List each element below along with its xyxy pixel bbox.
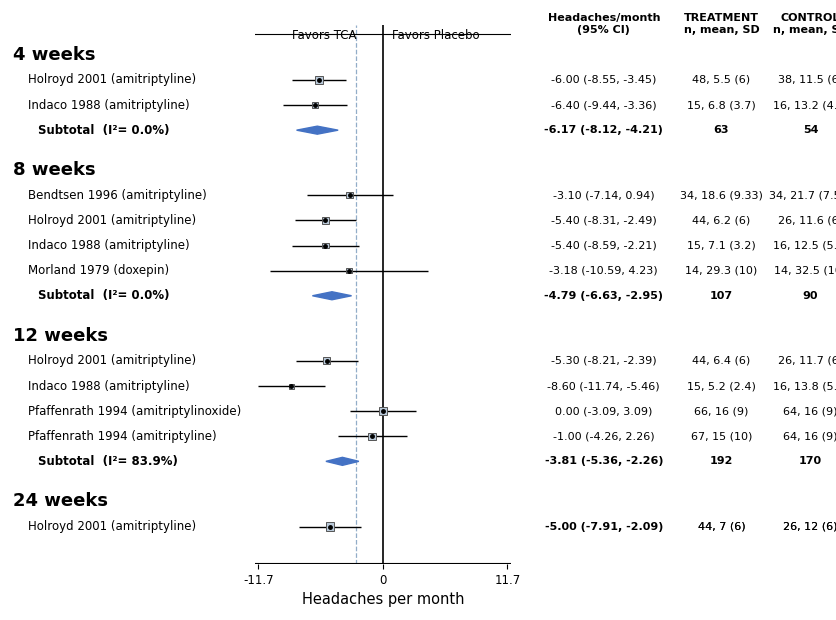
Bar	[368, 433, 375, 440]
Text: Holroyd 2001 (amitriptyline): Holroyd 2001 (amitriptyline)	[28, 214, 196, 227]
Polygon shape	[312, 292, 351, 299]
Text: CONTROL
n, mean, SD: CONTROL n, mean, SD	[772, 13, 836, 35]
Text: 15, 5.2 (2.4): 15, 5.2 (2.4)	[686, 381, 755, 391]
Text: 34, 18.6 (9.33): 34, 18.6 (9.33)	[679, 190, 762, 200]
Text: 38, 11.5 (6): 38, 11.5 (6)	[777, 75, 836, 85]
Text: -6.00 (-8.55, -3.45): -6.00 (-8.55, -3.45)	[550, 75, 655, 85]
Polygon shape	[296, 126, 338, 134]
Text: 63: 63	[713, 125, 728, 135]
Text: -5.00 (-7.91, -2.09): -5.00 (-7.91, -2.09)	[550, 521, 655, 531]
Text: Favors Placebo: Favors Placebo	[392, 29, 479, 42]
Bar	[346, 268, 352, 273]
Bar	[325, 522, 334, 531]
Text: 26, 11.6 (6): 26, 11.6 (6)	[777, 216, 836, 226]
Text: -3.18 (-10.59, 4.23): -3.18 (-10.59, 4.23)	[549, 265, 657, 276]
Text: 44, 7 (6): 44, 7 (6)	[697, 521, 744, 531]
Text: 192: 192	[709, 456, 732, 466]
Text: 15, 6.8 (3.7): 15, 6.8 (3.7)	[686, 100, 755, 110]
Bar	[315, 76, 323, 84]
Bar	[346, 192, 353, 198]
Text: -8.60 (-11.74, -5.46): -8.60 (-11.74, -5.46)	[547, 381, 660, 391]
Text: 15, 7.1 (3.2): 15, 7.1 (3.2)	[686, 241, 755, 250]
Text: 26, 12 (6): 26, 12 (6)	[782, 521, 836, 531]
Text: Favors TCA: Favors TCA	[292, 29, 356, 42]
Polygon shape	[325, 458, 359, 466]
Text: -5.40 (-8.31, -2.49): -5.40 (-8.31, -2.49)	[550, 216, 656, 226]
Text: 44, 6.2 (6): 44, 6.2 (6)	[691, 216, 750, 226]
Text: Headaches/month
(95% CI): Headaches/month (95% CI)	[547, 13, 660, 35]
Text: -5.30 (-8.21, -2.39): -5.30 (-8.21, -2.39)	[550, 356, 655, 366]
Bar	[321, 217, 329, 224]
Text: 66, 16 (9): 66, 16 (9)	[694, 406, 747, 416]
Text: 90: 90	[802, 291, 818, 301]
Text: 44, 7 (6): 44, 7 (6)	[697, 521, 744, 531]
Bar	[288, 384, 294, 389]
Bar	[379, 407, 386, 415]
Text: 67, 15 (10): 67, 15 (10)	[690, 432, 752, 441]
Text: 170: 170	[798, 456, 821, 466]
Text: Indaco 1988 (amitriptyline): Indaco 1988 (amitriptyline)	[28, 99, 190, 112]
Text: Subtotal  (I²= 0.0%): Subtotal (I²= 0.0%)	[38, 123, 170, 136]
Text: 16, 12.5 (5.6): 16, 12.5 (5.6)	[772, 241, 836, 250]
Text: Morland 1979 (doxepin): Morland 1979 (doxepin)	[28, 264, 169, 277]
Text: Pfaffenrath 1994 (amitriptylinoxide): Pfaffenrath 1994 (amitriptylinoxide)	[28, 405, 241, 418]
Text: 34, 21.7 (7.58): 34, 21.7 (7.58)	[768, 190, 836, 200]
Text: 48, 5.5 (6): 48, 5.5 (6)	[691, 75, 750, 85]
Text: -6.17 (-8.12, -4.21): -6.17 (-8.12, -4.21)	[543, 125, 662, 135]
Text: 8 weeks: 8 weeks	[13, 161, 96, 179]
Bar	[311, 102, 318, 108]
Text: 44, 6.4 (6): 44, 6.4 (6)	[691, 356, 750, 366]
Text: -5.00 (-7.91, -2.09): -5.00 (-7.91, -2.09)	[544, 521, 662, 531]
Text: Subtotal  (I²= 0.0%): Subtotal (I²= 0.0%)	[38, 290, 170, 303]
Text: TREATMENT
n, mean, SD: TREATMENT n, mean, SD	[683, 13, 758, 35]
Text: -6.40 (-9.44, -3.36): -6.40 (-9.44, -3.36)	[550, 100, 655, 110]
Text: 54: 54	[802, 125, 818, 135]
Text: -3.81 (-5.36, -2.26): -3.81 (-5.36, -2.26)	[544, 456, 662, 466]
Text: -3.10 (-7.14, 0.94): -3.10 (-7.14, 0.94)	[553, 190, 654, 200]
Text: -5.40 (-8.59, -2.21): -5.40 (-8.59, -2.21)	[550, 241, 656, 250]
Text: 26, 11.7 (6): 26, 11.7 (6)	[777, 356, 836, 366]
Text: 0.00 (-3.09, 3.09): 0.00 (-3.09, 3.09)	[554, 406, 652, 416]
Text: 26, 12 (6): 26, 12 (6)	[782, 521, 836, 531]
Text: Pfaffenrath 1994 (amitriptyline): Pfaffenrath 1994 (amitriptyline)	[28, 430, 217, 443]
Text: Holroyd 2001 (amitriptyline): Holroyd 2001 (amitriptyline)	[28, 520, 196, 533]
Text: Bendtsen 1996 (amitriptyline): Bendtsen 1996 (amitriptyline)	[28, 189, 206, 202]
X-axis label: Headaches per month: Headaches per month	[301, 593, 464, 608]
Bar	[322, 243, 329, 249]
Text: -1.00 (-4.26, 2.26): -1.00 (-4.26, 2.26)	[553, 432, 654, 441]
Text: 16, 13.2 (4.9): 16, 13.2 (4.9)	[772, 100, 836, 110]
Bar	[323, 358, 330, 365]
Text: Indaco 1988 (amitriptyline): Indaco 1988 (amitriptyline)	[28, 379, 190, 392]
Text: Holroyd 2001 (amitriptyline): Holroyd 2001 (amitriptyline)	[28, 74, 196, 87]
Text: 107: 107	[709, 291, 732, 301]
Text: Subtotal  (I²= 83.9%): Subtotal (I²= 83.9%)	[38, 455, 178, 468]
Text: Indaco 1988 (amitriptyline): Indaco 1988 (amitriptyline)	[28, 239, 190, 252]
Text: Holroyd 2001 (amitriptyline): Holroyd 2001 (amitriptyline)	[28, 355, 196, 368]
Text: 24 weeks: 24 weeks	[13, 492, 108, 510]
Text: 64, 16 (9): 64, 16 (9)	[782, 432, 836, 441]
Text: 14, 32.5 (10): 14, 32.5 (10)	[773, 265, 836, 276]
Text: 16, 13.8 (5.9): 16, 13.8 (5.9)	[772, 381, 836, 391]
Text: 12 weeks: 12 weeks	[13, 327, 108, 345]
Text: 4 weeks: 4 weeks	[13, 46, 95, 64]
Text: -4.79 (-6.63, -2.95): -4.79 (-6.63, -2.95)	[543, 291, 662, 301]
Text: 64, 16 (9): 64, 16 (9)	[782, 406, 836, 416]
Text: 14, 29.3 (10): 14, 29.3 (10)	[685, 265, 757, 276]
